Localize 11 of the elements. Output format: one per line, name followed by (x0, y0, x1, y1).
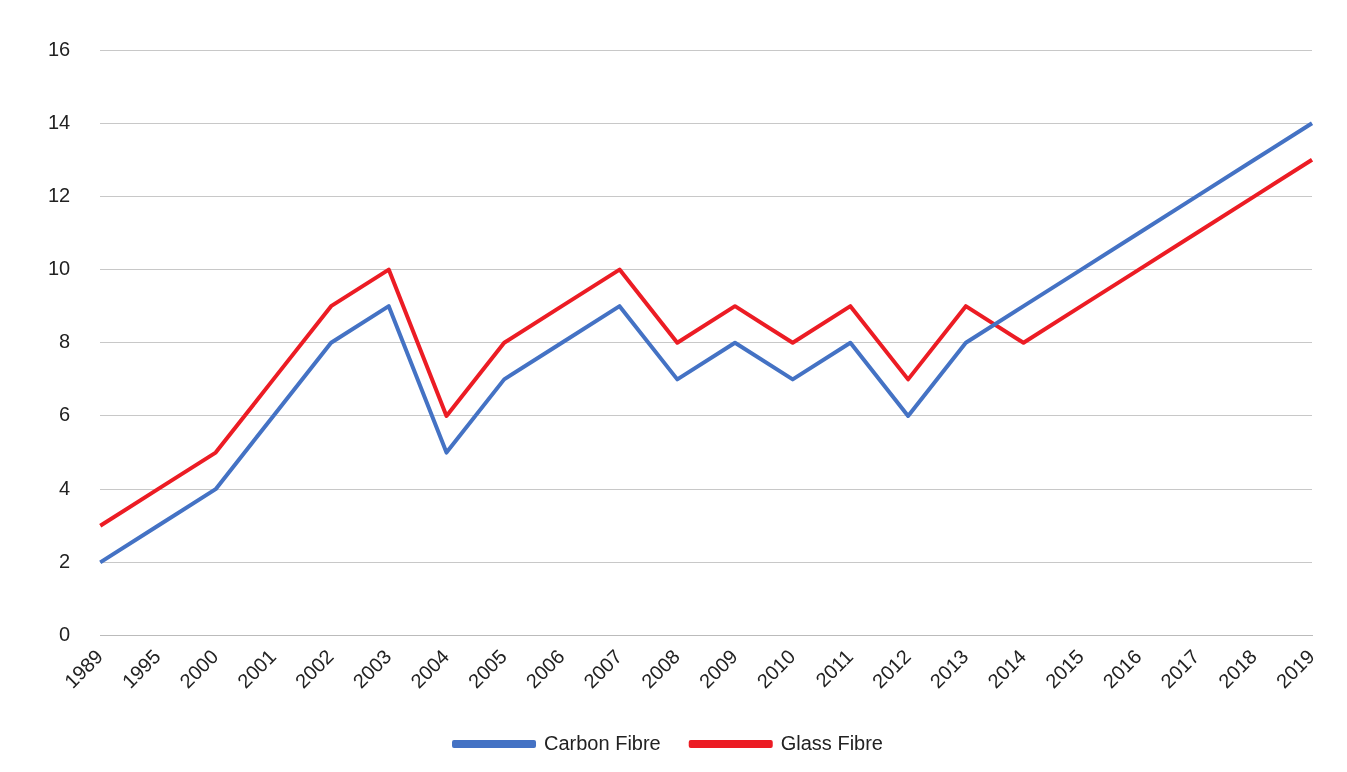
y-tick-label: 0 (59, 623, 71, 646)
y-tick-label: 14 (48, 110, 71, 133)
y-tick-label: 6 (59, 403, 71, 426)
y-tick-label: 4 (59, 476, 71, 499)
y-tick-label: 10 (48, 257, 71, 280)
legend-label: Glass Fibre (780, 731, 883, 754)
y-tick-label: 2 (59, 549, 71, 572)
legend-label: Carbon Fibre (544, 731, 661, 754)
y-tick-label: 16 (48, 37, 71, 60)
y-tick-label: 8 (59, 330, 71, 353)
y-tick-label: 12 (48, 183, 71, 206)
